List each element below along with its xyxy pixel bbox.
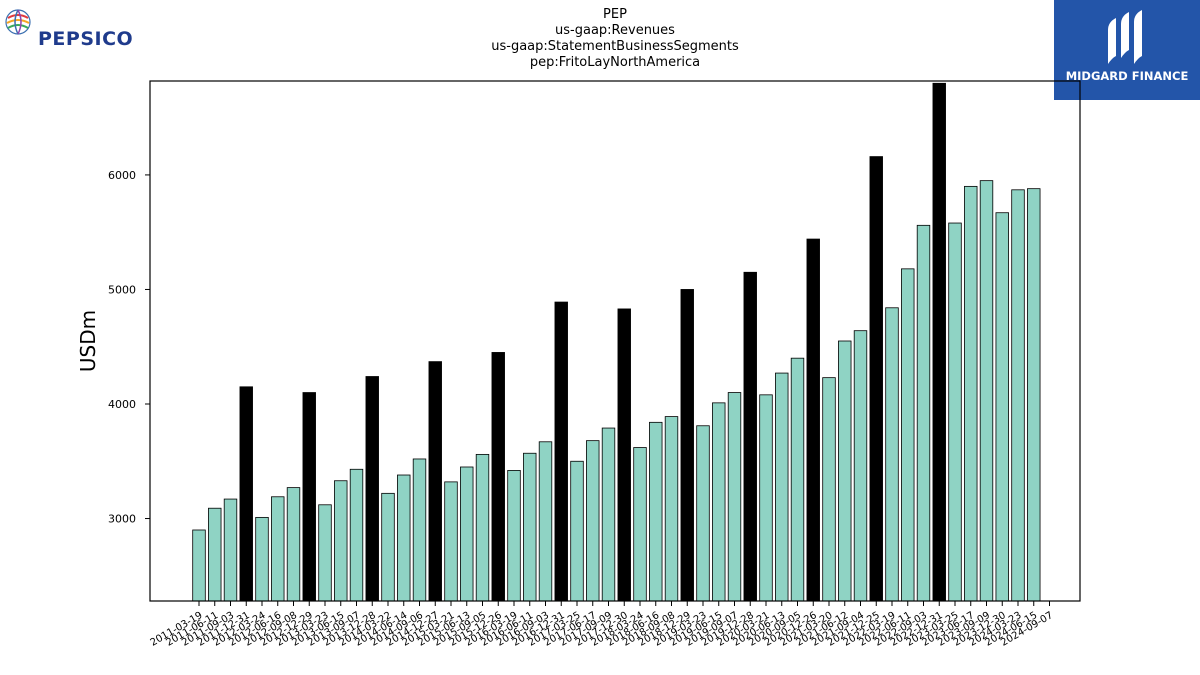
quarter-bar <box>901 268 915 602</box>
quarter-bar <box>727 392 742 602</box>
quarter-bar <box>208 507 222 602</box>
quarter-bar <box>790 357 805 602</box>
quarter-bar <box>664 416 679 602</box>
y-axis-label: USDm <box>76 310 100 372</box>
chart-title-line: us-gaap:Revenues <box>555 23 675 38</box>
quarter-bar <box>1011 189 1025 602</box>
quarter-bar <box>349 468 364 602</box>
quarter-bar <box>649 421 663 602</box>
chart-title-line: us-gaap:StatementBusinessSegments <box>491 39 739 54</box>
y-tick-label: 5000 <box>108 283 136 296</box>
y-tick-label: 6000 <box>108 169 136 182</box>
quarter-bar <box>318 504 332 602</box>
quarter-bar <box>775 372 789 602</box>
quarter-bar <box>1027 188 1041 602</box>
y-tick-label: 3000 <box>108 513 136 526</box>
chart-title: PEP us-gaap:Revenues us-gaap:StatementBu… <box>415 7 815 71</box>
quarter-bar <box>223 498 238 602</box>
quarter-bar <box>885 307 899 602</box>
quarter-bar <box>381 492 395 602</box>
midgard-finance-emblem-icon <box>1108 10 1142 64</box>
quarter-bar <box>475 453 490 602</box>
quarter-bar <box>916 224 931 602</box>
quarter-bar <box>601 427 616 602</box>
quarter-bar <box>995 212 1009 602</box>
quarter-bar <box>570 460 584 602</box>
quarter-bar <box>255 516 269 602</box>
quarter-bar <box>853 330 868 602</box>
quarter-bar <box>712 402 726 602</box>
quarter-bar <box>412 458 427 602</box>
annual-bar <box>743 271 757 602</box>
quarter-bar <box>633 447 647 602</box>
pepsico-globe-icon <box>5 9 31 35</box>
annual-bar <box>869 156 883 602</box>
quarter-bar <box>759 394 773 602</box>
annual-bar <box>806 238 820 602</box>
pepsico-logo: PEPSICO <box>4 6 164 50</box>
quarter-bar <box>523 452 537 602</box>
bars-group <box>192 82 1041 602</box>
annual-bar <box>554 301 568 602</box>
quarter-bar <box>271 496 285 602</box>
quarter-bar <box>979 180 994 602</box>
quarter-bar <box>696 425 710 602</box>
annual-bar <box>302 392 316 602</box>
quarter-bar <box>286 487 301 602</box>
annual-bar <box>617 308 631 602</box>
quarter-bar <box>586 440 600 602</box>
annual-bar <box>365 376 379 602</box>
x-axis: 2011-03-192011-06-112011-09-032011-12-31… <box>149 601 1055 649</box>
quarter-bar <box>192 529 206 602</box>
chart-title-line: pep:FritoLayNorthAmerica <box>529 55 701 70</box>
chart-title-line: PEP <box>603 7 627 22</box>
quarter-bar <box>334 480 348 602</box>
quarter-bar <box>507 470 521 602</box>
quarter-bar <box>964 185 978 602</box>
midgard-finance-wordmark: MIDGARD FINANCE <box>1065 69 1189 83</box>
annual-bar <box>239 386 253 602</box>
annual-bar <box>428 361 442 602</box>
midgard-finance-logo: MIDGARD FINANCE <box>1054 0 1200 100</box>
quarter-bar <box>444 481 458 602</box>
annual-bar <box>680 289 694 602</box>
pepsico-wordmark: PEPSICO <box>38 28 134 50</box>
quarter-bar <box>822 377 836 602</box>
quarter-bar <box>538 441 553 602</box>
y-axis: 3000 4000 5000 6000 <box>108 169 150 526</box>
quarter-bar <box>838 340 852 602</box>
quarter-bar <box>948 222 962 602</box>
quarter-bar <box>397 474 411 602</box>
y-tick-label: 4000 <box>108 398 136 411</box>
annual-bar <box>932 82 946 602</box>
quarter-bar <box>460 466 474 602</box>
plot-frame <box>149 80 1081 602</box>
annual-bar <box>491 352 505 602</box>
